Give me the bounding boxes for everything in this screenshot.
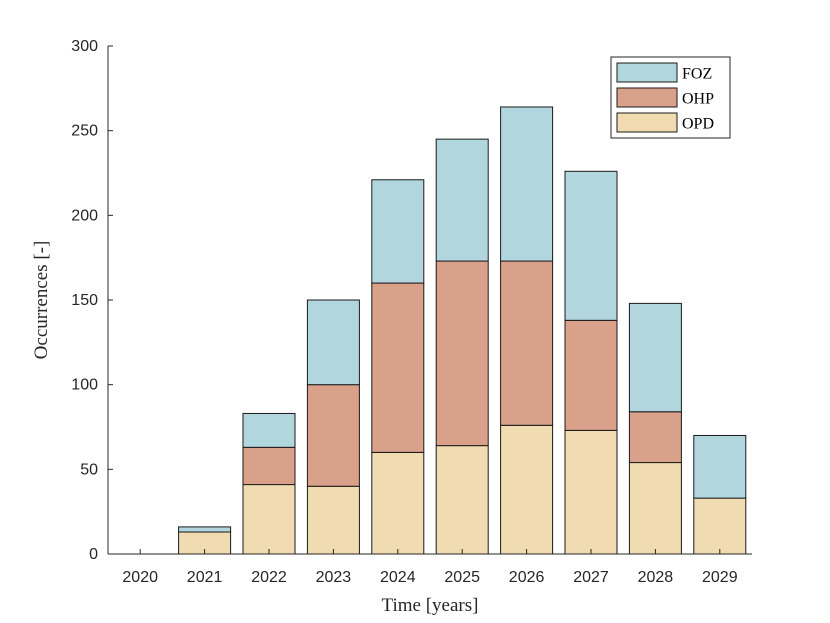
x-tick-label: 2024 [380,569,416,586]
bar-2026-foz [500,106,554,262]
bar-2025-opd [435,445,489,555]
y-tick-label: 100 [71,377,98,394]
legend: FOZ OHP OPD [610,56,731,139]
x-tick-label: 2023 [316,569,352,586]
bar-2028-ohp [628,411,682,464]
legend-label-ohp: OHP [682,91,714,108]
x-axis-label: Time [years] [382,595,479,616]
legend-swatch-foz [616,62,678,83]
bar-2028-opd [628,462,682,555]
bar-2027-foz [564,170,618,321]
y-tick-label: 250 [71,123,98,140]
bar-2025-foz [435,138,489,262]
bar-2023-foz [306,299,360,386]
legend-swatch-ohp [616,87,678,108]
legend-label-foz: FOZ [682,66,712,83]
bar-2026-opd [500,424,554,555]
bar-2025-ohp [435,260,489,447]
y-axis-label: Occurrences [-] [31,241,52,360]
x-tick-label: 2026 [509,569,545,586]
bar-2023-opd [306,485,360,555]
bar-2022-ohp [242,446,296,486]
legend-swatch-opd [616,112,678,133]
y-tick-label: 0 [89,546,98,563]
bars-group [178,106,747,555]
x-ticks-group: 2020 2021 2022 2023 2024 2025 2026 2027 2028 2029 [122,549,738,586]
y-ticks-group: 0 50 100 150 200 250 300 [71,38,113,563]
x-tick-label: 2027 [573,569,609,586]
x-tick-label: 2021 [187,569,223,586]
bar-2027-opd [564,429,618,555]
x-tick-label: 2025 [444,569,480,586]
y-tick-label: 150 [71,292,98,309]
x-tick-label: 2020 [122,569,158,586]
y-tick-label: 50 [80,461,98,478]
bar-2021-foz [178,526,232,533]
bar-2028-foz [628,302,682,413]
x-tick-label: 2029 [702,569,738,586]
bar-2024-ohp [371,282,425,453]
bar-2029-foz [693,434,747,499]
bar-2024-foz [371,179,425,284]
y-tick-label: 200 [71,207,98,224]
bar-2027-ohp [564,319,618,431]
y-tick-label: 300 [71,38,98,55]
bar-2029-opd [693,497,747,555]
legend-label-opd: OPD [682,116,714,133]
bar-2022-foz [242,412,296,448]
x-tick-label: 2028 [638,569,674,586]
bar-2026-ohp [500,260,554,426]
x-tick-label: 2022 [251,569,287,586]
bar-2023-ohp [306,384,360,487]
bar-2022-opd [242,484,296,555]
bar-2024-opd [371,451,425,555]
